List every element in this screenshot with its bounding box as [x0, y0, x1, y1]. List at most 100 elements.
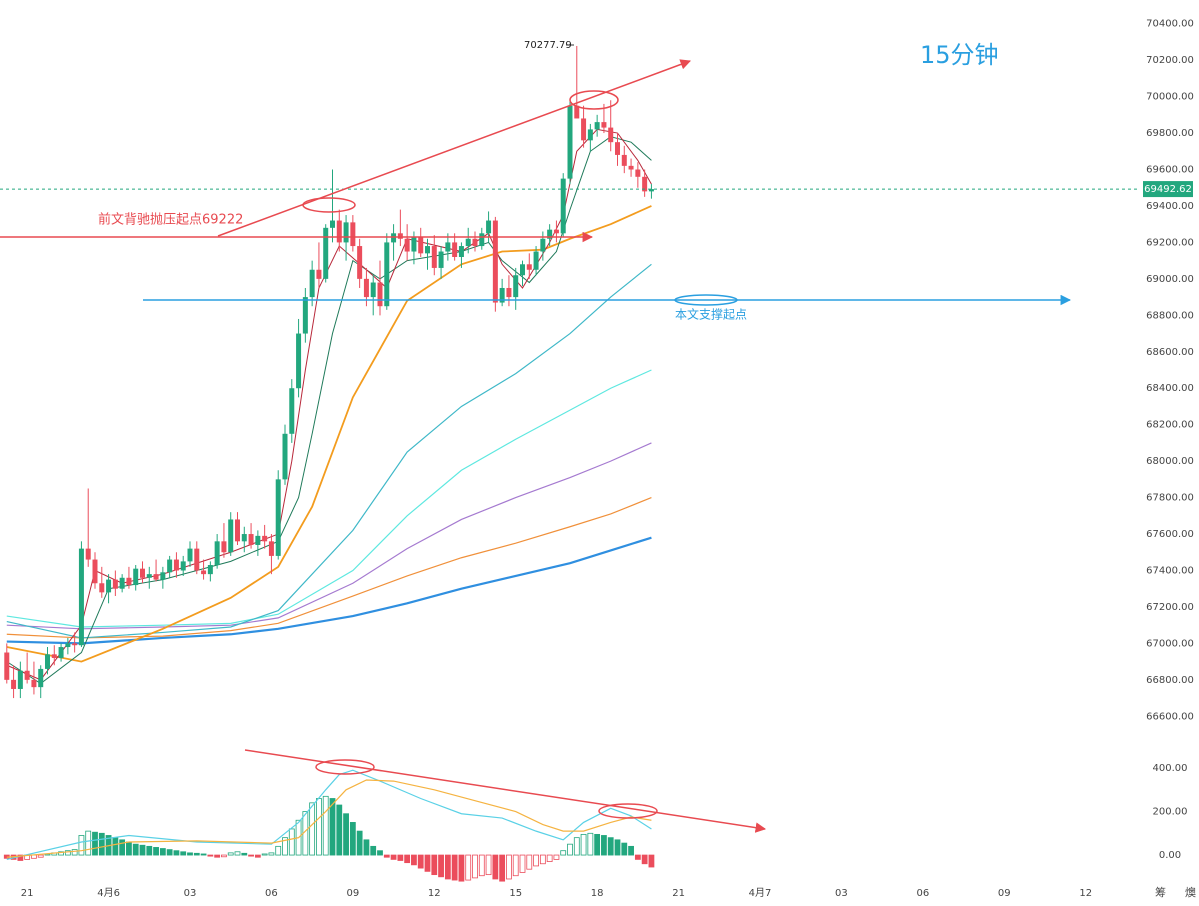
x-tick-label: 21: [21, 888, 34, 899]
macd-bar: [390, 854, 397, 860]
macd-bar: [193, 852, 200, 856]
resistance-note: 前文背驰抛压起点69222: [98, 212, 243, 228]
candle-body: [235, 519, 240, 542]
candle-body: [140, 568, 145, 578]
candle-body: [201, 570, 207, 575]
y-tick-label: 67800.00: [1146, 493, 1194, 504]
macd-bar: [512, 854, 519, 877]
macd-bar: [112, 837, 119, 856]
y-tick-label: 69600.00: [1146, 165, 1194, 176]
candle-body: [180, 561, 186, 571]
candle-body: [520, 264, 525, 276]
macd-bar: [329, 798, 336, 856]
candle-body: [153, 574, 159, 580]
macd-bar: [411, 854, 417, 866]
macd-bar: [601, 835, 607, 856]
candle-body: [370, 282, 376, 298]
macd-bar: [594, 833, 601, 856]
corner-label: 燠: [1185, 885, 1196, 899]
candle-body: [397, 233, 403, 239]
macd-bar: [404, 854, 411, 864]
candle-body: [499, 287, 505, 303]
y-tick-label: 70000.00: [1146, 92, 1194, 103]
candle-body: [241, 534, 247, 542]
last-price-label: 69492.62: [1144, 184, 1192, 195]
candle-body: [58, 647, 64, 658]
y-tick-label: 67200.00: [1146, 602, 1194, 613]
candle-body: [72, 643, 78, 646]
macd-bar: [349, 822, 356, 856]
macd-bar: [634, 854, 641, 860]
x-tick-label: 18: [591, 888, 604, 899]
candle-body: [38, 668, 44, 688]
macd-bar: [288, 828, 295, 856]
macd-bar: [336, 804, 343, 856]
macd-bar: [465, 854, 472, 881]
candle-body: [357, 246, 363, 279]
y-tick-label: 69000.00: [1146, 274, 1194, 285]
y-tick-label: 68000.00: [1146, 456, 1194, 467]
candle-body: [309, 269, 315, 298]
candle-body: [228, 519, 234, 553]
moving-average: [6, 442, 652, 630]
candle-body: [377, 282, 383, 307]
drawings: [0, 44, 1072, 833]
last-price-box: [1143, 181, 1193, 198]
candle-body: [547, 229, 553, 239]
candle-body: [275, 479, 281, 556]
y-tick-label: 68600.00: [1146, 347, 1194, 358]
highlight-ellipse: [569, 90, 619, 110]
x-tick-label: 06: [265, 888, 278, 899]
candle-body: [268, 541, 274, 556]
candle-body: [560, 178, 566, 234]
macd-bar: [560, 850, 567, 856]
support-note: 本文支撑起点: [675, 307, 747, 322]
candle-body: [248, 534, 254, 545]
macd-bar: [607, 837, 614, 856]
candle-body: [323, 227, 329, 279]
macd-bar: [614, 839, 621, 856]
candle-body: [4, 652, 10, 680]
macd-bar: [478, 854, 485, 877]
macd-bar: [383, 854, 390, 858]
candle-body: [45, 654, 50, 669]
macd-bar: [370, 845, 377, 856]
y-tick-label: 0.00: [1159, 850, 1181, 861]
macd-bar: [166, 849, 173, 856]
macd-bar: [221, 854, 227, 858]
candle-body: [194, 548, 200, 571]
macd-bar: [356, 830, 363, 856]
candle-body: [642, 176, 648, 192]
macd-bar: [214, 854, 221, 858]
candle-body: [492, 220, 498, 303]
y-tick-label: 69400.00: [1146, 201, 1194, 212]
candle-body: [540, 238, 546, 252]
y-tick-label: 66800.00: [1146, 675, 1194, 686]
macd-bar: [173, 850, 180, 856]
y-tick-label: 69200.00: [1146, 237, 1194, 248]
x-tick-label: 09: [998, 888, 1011, 899]
x-tick-label: 03: [835, 888, 848, 899]
macd-bar: [139, 844, 146, 856]
macd-bar: [438, 854, 444, 878]
candle-body: [608, 127, 614, 143]
candle-body: [255, 535, 261, 545]
candle-body: [513, 275, 519, 298]
macd-bar: [248, 854, 254, 857]
candle-body: [187, 548, 193, 562]
candle-body: [574, 105, 580, 119]
x-tick-label: 21: [672, 888, 685, 899]
macd-bar: [78, 835, 85, 856]
candle-body: [533, 251, 539, 270]
macd-bar: [261, 853, 268, 856]
candle-body: [336, 220, 342, 243]
candle-body: [302, 297, 308, 334]
trend-line: [217, 59, 691, 237]
macd-bar: [207, 854, 214, 857]
candle-body: [167, 559, 173, 573]
x-tick-label: 06: [916, 888, 929, 899]
macd-bar: [526, 854, 533, 870]
y-tick-label: 67400.00: [1146, 565, 1194, 576]
macd-bar: [282, 837, 288, 856]
